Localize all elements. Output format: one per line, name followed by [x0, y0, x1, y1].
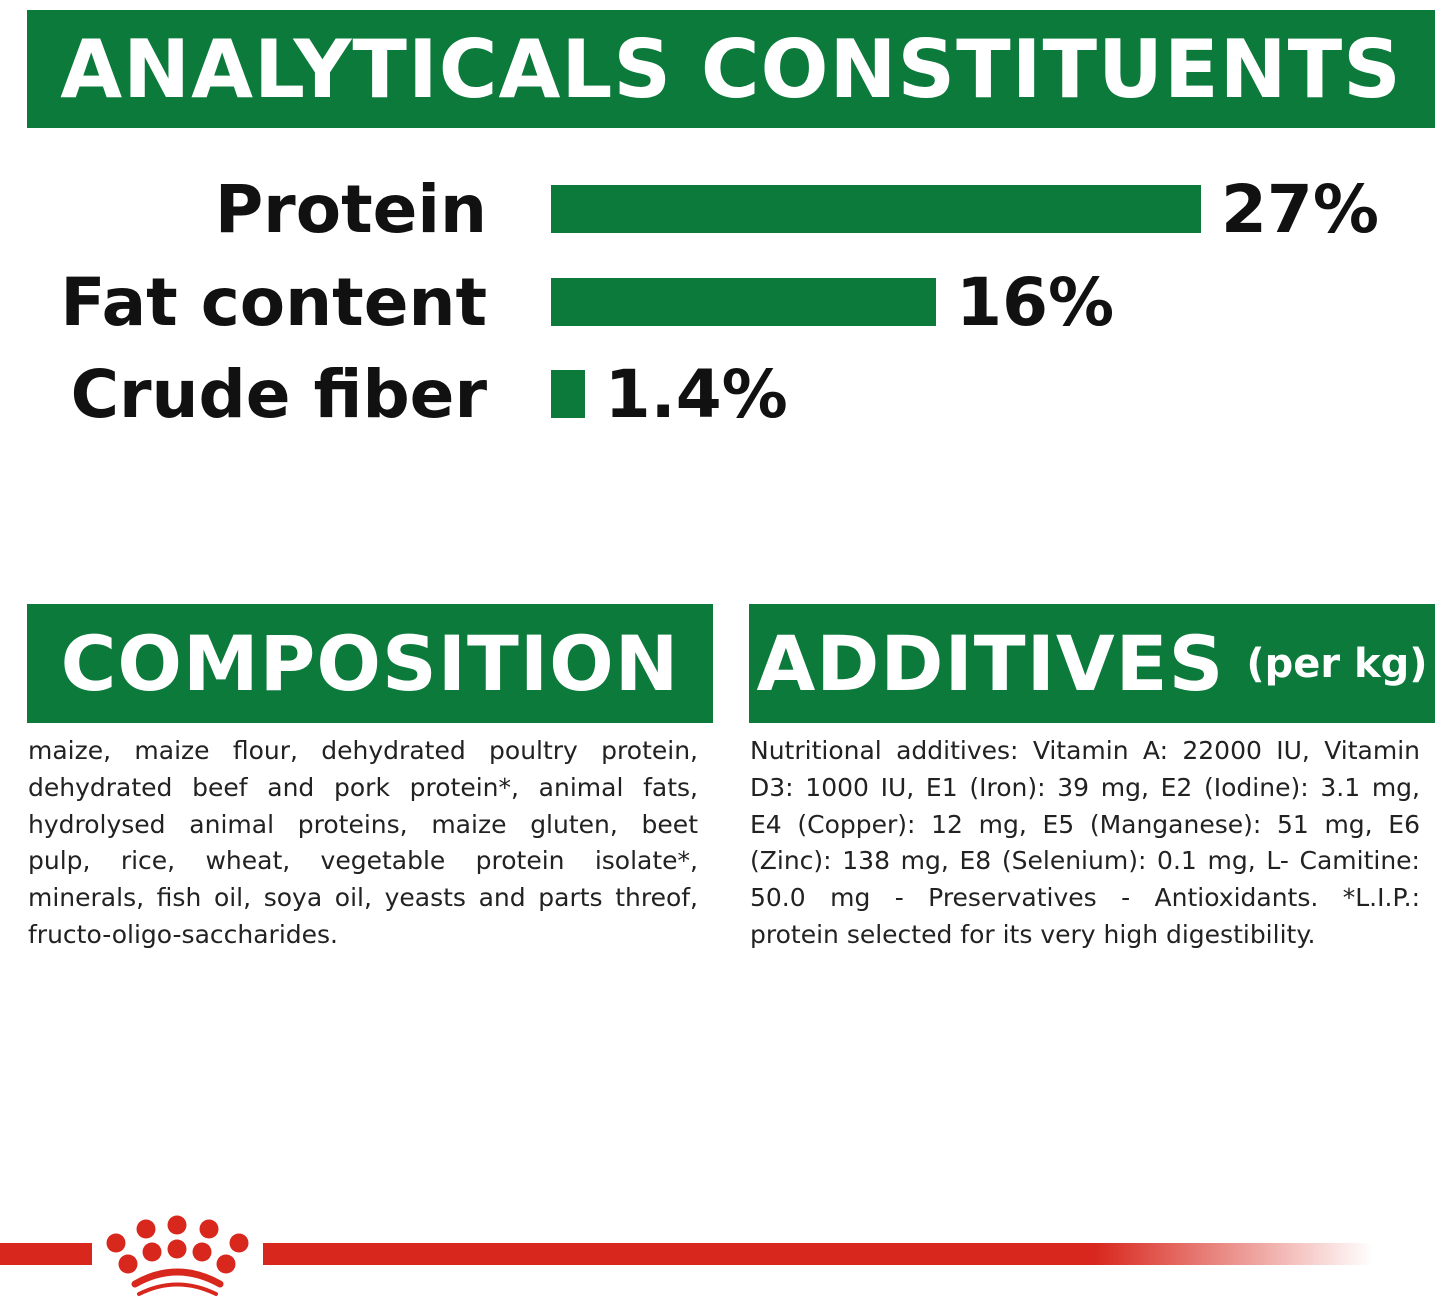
category-label: Fat content: [60, 264, 487, 341]
composition-header: COMPOSITION: [27, 604, 713, 723]
header-title: COMPOSITION: [60, 619, 680, 708]
text-line: pulp, rice, wheat, vegetable protein iso…: [28, 846, 698, 876]
text-line: minerals, fish oil, soya oil, yeasts and…: [28, 883, 698, 913]
category-label: Crude fiber: [70, 356, 487, 433]
footer-red-line-left: [0, 1243, 92, 1265]
footer-red-line-right: [263, 1243, 1373, 1265]
header-title: ANALYTICALS CONSTITUENTS: [60, 22, 1402, 116]
header-title: ADDITIVES: [756, 619, 1225, 708]
text-line: E4 (Copper): 12 mg, E5 (Manganese): 51 m…: [750, 809, 1420, 839]
category-label: Protein: [214, 171, 487, 248]
bar-0: [551, 185, 1201, 233]
bar-2: [551, 370, 585, 418]
additives-header: ADDITIVES (per kg): [749, 604, 1435, 723]
header-subtitle: (per kg): [1246, 640, 1428, 687]
text-line: Nutritional additives: Vitamin A: 22000 …: [750, 736, 1420, 765]
text-line: 50.0 mg - Preservatives - Antioxidants. …: [750, 883, 1420, 913]
crown-logo-icon: [106, 1215, 249, 1296]
data-label: 16%: [956, 264, 1115, 341]
additives-text: Nutritional additives: Vitamin A: 22000 …: [750, 733, 1420, 954]
text-line: protein selected for its very high diges…: [750, 919, 1316, 949]
text-line: (Zinc): 138 mg, E8 (Selenium): 0.1 mg, L…: [750, 846, 1420, 876]
composition-text: maize, maize flour, dehydrated poultry p…: [28, 733, 698, 954]
text-line: dehydrated beef and pork protein*, anima…: [28, 772, 698, 802]
text-line: hydrolysed animal proteins, maize gluten…: [28, 809, 698, 839]
data-label: 27%: [1221, 171, 1379, 248]
text-line: D3: 1000 IU, E1 (Iron): 39 mg, E2 (Iodin…: [750, 772, 1420, 802]
bar-1: [551, 278, 937, 326]
analytical-constituents-header: ANALYTICALS CONSTITUENTS: [27, 10, 1435, 128]
data-label: 1.4%: [604, 356, 788, 433]
text-line: maize, maize flour, dehydrated poultry p…: [28, 736, 698, 765]
text-line: fructo-oligo-saccharides.: [28, 919, 338, 949]
